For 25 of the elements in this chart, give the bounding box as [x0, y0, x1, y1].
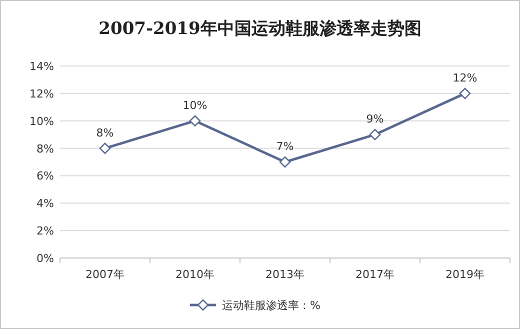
legend-label: 运动鞋服渗透率：%	[222, 299, 320, 312]
data-label: 10%	[182, 98, 208, 112]
y-tick-label: 2%	[36, 224, 54, 238]
point	[189, 115, 201, 127]
data-label: 9%	[366, 112, 384, 126]
y-tick-label: 10%	[30, 114, 54, 128]
point	[369, 128, 381, 140]
point	[99, 142, 111, 154]
x-tick-label: 2010年	[176, 268, 214, 281]
chart-title: 2007-2019年中国运动鞋服渗透率走势图	[98, 19, 422, 39]
point	[279, 156, 291, 168]
data-label: 8%	[96, 126, 114, 140]
x-tick-label: 2017年	[356, 268, 394, 281]
y-tick-label: 14%	[30, 60, 54, 73]
point	[459, 88, 471, 100]
data-label: 12%	[452, 71, 478, 84]
y-tick-label: 6%	[36, 170, 54, 183]
x-tick-label: 2013年	[266, 268, 304, 281]
y-tick-label: 12%	[30, 87, 54, 100]
x-tick-label: 2019年	[446, 268, 484, 281]
y-tick-label: 8%	[36, 142, 54, 156]
x-tick-label: 2007年	[86, 268, 124, 281]
y-tick-label: 0%	[36, 252, 54, 265]
y-tick-label: 4%	[36, 197, 54, 210]
data-label: 7%	[276, 140, 294, 153]
